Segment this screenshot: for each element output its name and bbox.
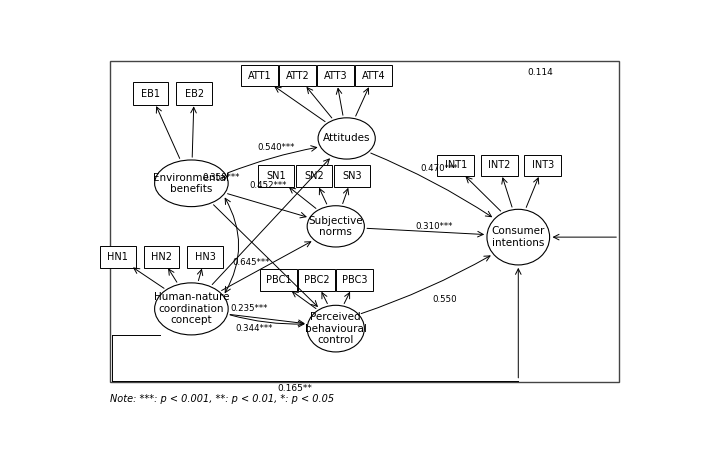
Text: 0.358***: 0.358***	[202, 173, 240, 182]
FancyBboxPatch shape	[296, 165, 332, 187]
Ellipse shape	[318, 118, 375, 159]
Text: EB2: EB2	[185, 89, 204, 99]
Text: 0.235***: 0.235***	[230, 304, 267, 314]
FancyBboxPatch shape	[336, 269, 373, 291]
Text: PBC2: PBC2	[304, 275, 330, 285]
FancyBboxPatch shape	[356, 65, 392, 86]
Text: Subjective
norms: Subjective norms	[309, 216, 363, 237]
Text: HN1: HN1	[108, 252, 128, 262]
Text: Environmental
benefits: Environmental benefits	[153, 172, 229, 194]
FancyBboxPatch shape	[176, 82, 212, 105]
Text: 0.645***: 0.645***	[233, 258, 270, 267]
FancyBboxPatch shape	[298, 269, 335, 291]
Text: INT3: INT3	[531, 160, 554, 171]
Text: 0.310***: 0.310***	[415, 222, 453, 231]
FancyBboxPatch shape	[258, 165, 294, 187]
Text: SN1: SN1	[266, 171, 285, 181]
Text: Human-nature
coordination
concept: Human-nature coordination concept	[154, 292, 229, 325]
FancyBboxPatch shape	[481, 155, 517, 176]
Text: EB1: EB1	[141, 89, 160, 99]
FancyBboxPatch shape	[317, 65, 354, 86]
FancyBboxPatch shape	[524, 155, 561, 176]
Text: 0.540***: 0.540***	[257, 143, 295, 152]
Text: 0.165**: 0.165**	[278, 384, 312, 393]
Text: ATT2: ATT2	[285, 71, 309, 81]
Text: Note: ***: p < 0.001, **: p < 0.01, *: p < 0.05: Note: ***: p < 0.001, **: p < 0.01, *: p…	[110, 394, 334, 404]
Text: 0.550: 0.550	[432, 295, 457, 304]
Text: 0.344***: 0.344***	[236, 324, 273, 333]
Text: 0.114: 0.114	[527, 68, 553, 76]
Ellipse shape	[155, 160, 228, 206]
Text: Attitudes: Attitudes	[323, 133, 370, 144]
Text: SN3: SN3	[342, 171, 362, 181]
Ellipse shape	[307, 305, 364, 352]
Ellipse shape	[155, 283, 228, 335]
FancyBboxPatch shape	[335, 165, 370, 187]
FancyBboxPatch shape	[100, 246, 136, 267]
Text: SN2: SN2	[304, 171, 324, 181]
FancyBboxPatch shape	[133, 82, 168, 105]
Text: Consumer
intentions: Consumer intentions	[491, 226, 545, 248]
FancyBboxPatch shape	[241, 65, 278, 86]
Text: Perceived
behavioural
control: Perceived behavioural control	[305, 312, 367, 345]
Text: 0.452***: 0.452***	[249, 181, 286, 190]
FancyBboxPatch shape	[187, 246, 223, 267]
Text: ATT3: ATT3	[324, 71, 347, 81]
Text: 0.470***: 0.470***	[420, 164, 458, 173]
Text: INT2: INT2	[488, 160, 510, 171]
Text: HN3: HN3	[195, 252, 215, 262]
FancyBboxPatch shape	[260, 269, 297, 291]
Text: PBC1: PBC1	[266, 275, 291, 285]
FancyBboxPatch shape	[143, 246, 179, 267]
Text: PBC3: PBC3	[342, 275, 368, 285]
FancyBboxPatch shape	[279, 65, 316, 86]
Ellipse shape	[307, 206, 364, 247]
Text: HN2: HN2	[151, 252, 172, 262]
Ellipse shape	[487, 209, 550, 265]
FancyBboxPatch shape	[437, 155, 474, 176]
Text: ATT4: ATT4	[362, 71, 386, 81]
Text: INT1: INT1	[444, 160, 467, 171]
Text: ATT1: ATT1	[247, 71, 271, 81]
